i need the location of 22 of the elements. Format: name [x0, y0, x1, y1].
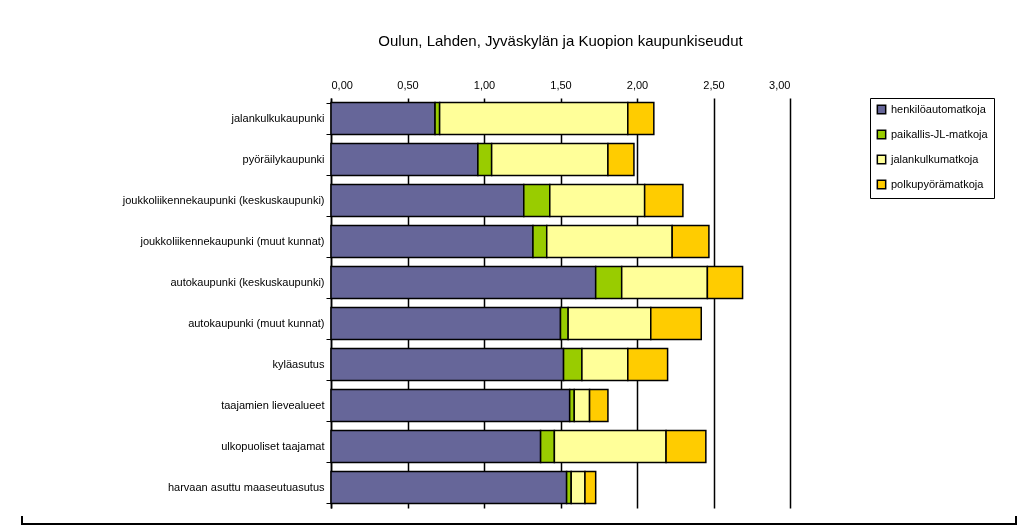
x-tick-label: 2,50 [703, 78, 725, 91]
x-tick-label: 1,50 [550, 78, 572, 91]
legend-label: paikallis-JL-matkoja [891, 127, 989, 140]
x-tick-label: 2,00 [626, 78, 649, 91]
x-tick-label: 0,50 [397, 78, 419, 91]
legend-label: polkupyörämatkoja [891, 177, 985, 190]
chart-title: Oulun, Lahden, Jyväskylän ja Kuopion kaupunkiseudut [378, 32, 744, 49]
y-tick-label: kyläasutus [272, 358, 325, 370]
x-tick-label: 3,00 [769, 78, 791, 91]
x-tick-label: 1,00 [473, 78, 496, 91]
y-tick-label: jalankulkukaupunki [230, 112, 325, 124]
y-tick-label: harvaan asuttu maaseutuasutus [167, 481, 325, 493]
y-tick-label: autokaupunki (muut kunnat) [188, 317, 325, 329]
y-tick-label: ulkopuoliset taajamat [221, 440, 325, 452]
legend-label: jalankulkumatkoja [890, 152, 980, 165]
y-tick-label: pyöräilykaupunki [242, 153, 325, 165]
x-tick-label: 0,00 [331, 78, 353, 91]
y-tick-label: taajamien lievealueet [221, 399, 325, 411]
y-tick-label: joukkoliikennekaupunki (keskuskaupunki) [121, 194, 325, 206]
y-tick-label: joukkoliikennekaupunki (muut kunnat) [139, 235, 325, 247]
y-tick-label: autokaupunki (keskuskaupunki) [170, 276, 325, 288]
legend-label: henkilöautomatkoja [891, 102, 987, 115]
